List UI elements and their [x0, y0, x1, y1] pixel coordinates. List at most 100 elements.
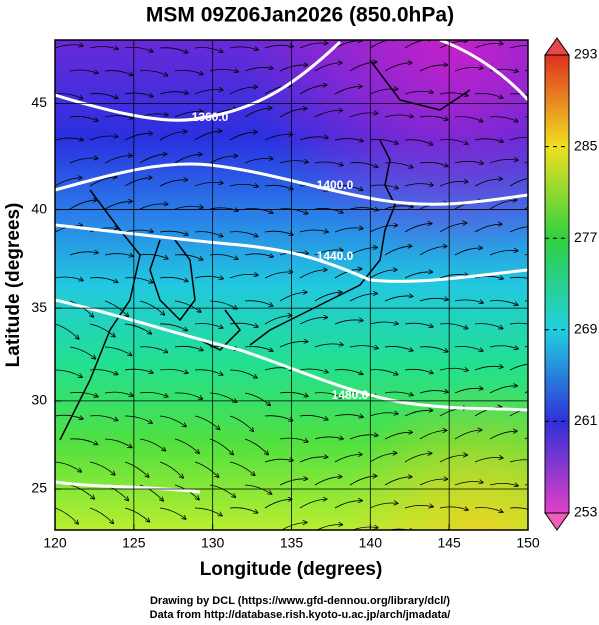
streamline: [454, 430, 482, 440]
streamline: [124, 92, 153, 96]
streamline: [279, 65, 307, 72]
streamline: [404, 410, 432, 417]
streamline: [419, 430, 447, 440]
coastline: [149, 239, 196, 322]
y-tick-label: 25: [31, 480, 47, 496]
streamline: [489, 116, 518, 122]
streamline: [509, 507, 528, 510]
streamline: [439, 455, 467, 463]
x-tick-label: 140: [359, 535, 383, 551]
streamline: [55, 461, 81, 472]
streamline: [419, 391, 448, 393]
contour-line: [439, 40, 528, 102]
streamline: [229, 461, 255, 475]
streamline: [194, 47, 223, 53]
streamline: [89, 323, 115, 337]
streamline: [124, 368, 153, 373]
streamline: [174, 438, 199, 453]
streamline: [454, 116, 483, 122]
streamline: [229, 415, 253, 431]
streamline: [369, 453, 397, 463]
y-tick-label: 30: [31, 392, 47, 408]
streamline: [369, 225, 397, 233]
streamline: [454, 481, 483, 486]
streamline: [174, 69, 203, 74]
x-tick-label: 125: [122, 535, 146, 551]
streamline: [334, 454, 362, 463]
streamline: [419, 161, 448, 166]
streamline: [334, 320, 363, 325]
streamline: [384, 115, 413, 117]
streamline: [404, 40, 432, 49]
streamline: [174, 300, 201, 312]
streamline: [194, 276, 223, 278]
streamlines: [55, 40, 528, 530]
streamline: [159, 131, 187, 141]
streamline: [69, 158, 98, 164]
streamline: [384, 162, 413, 168]
streamline: [159, 415, 186, 426]
streamline: [159, 230, 188, 235]
streamline: [509, 177, 528, 187]
streamline: [279, 292, 307, 302]
streamline: [229, 231, 258, 237]
streamline: [299, 457, 328, 463]
streamline: [174, 345, 203, 350]
streamline: [174, 111, 202, 118]
streamline: [439, 507, 468, 510]
streamline: [139, 154, 167, 164]
streamline: [139, 300, 164, 315]
streamline: [439, 41, 467, 49]
streamline: [279, 479, 307, 486]
streamline: [314, 250, 343, 256]
streamline: [89, 228, 118, 233]
streamline: [159, 323, 187, 331]
streamline: [159, 507, 186, 519]
streamline: [384, 477, 412, 486]
streamline: [159, 47, 188, 53]
streamline: [474, 43, 503, 49]
streamline: [454, 67, 483, 72]
streamline: [314, 161, 343, 165]
streamline: [89, 277, 118, 283]
streamline: [264, 230, 293, 235]
streamline: [509, 322, 528, 325]
streamline: [69, 484, 94, 499]
streamline: [194, 182, 223, 187]
streamline: [264, 459, 293, 463]
streamline: [349, 113, 378, 118]
contour-line: [55, 40, 342, 122]
streamline: [334, 228, 363, 233]
streamline: [489, 386, 517, 394]
streamline: [89, 93, 118, 99]
streamline: [55, 369, 82, 377]
streamline: [349, 294, 377, 302]
streamline: [454, 388, 483, 394]
streamline: [439, 93, 468, 96]
contour-label: 1480.0: [332, 388, 369, 402]
colorbar-tick-label: 277: [574, 229, 598, 245]
streamline: [194, 507, 222, 516]
x-axis-label: Longitude (degrees): [200, 559, 383, 580]
streamline: [264, 499, 292, 509]
streamline: [524, 390, 528, 394]
streamline: [314, 63, 342, 72]
axes: 120 125 130 135 140 145 150 25 30 35 40 45: [31, 94, 539, 551]
streamline: [104, 70, 133, 76]
streamline: [419, 115, 448, 120]
streamline: [489, 300, 518, 306]
streamline: [104, 116, 133, 119]
streamline: [89, 461, 115, 475]
streamline: [55, 507, 78, 524]
colorbar-tick-label: 269: [574, 321, 598, 337]
streamline: [369, 413, 398, 417]
streamline: [454, 300, 483, 303]
y-tick-label: 45: [31, 94, 47, 110]
streamline: [264, 315, 292, 325]
streamline: [404, 223, 432, 233]
streamline: [489, 346, 518, 349]
streamline: [194, 415, 220, 429]
streamline: [159, 368, 188, 373]
streamline: [509, 45, 528, 49]
streamline: [194, 231, 223, 237]
